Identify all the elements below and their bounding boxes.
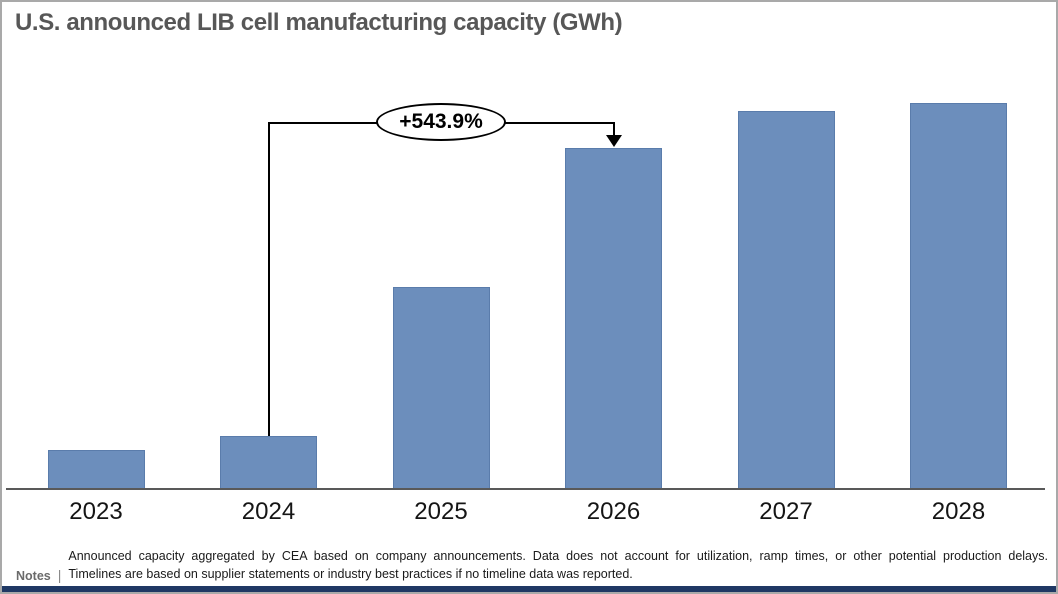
annotation-arrow-shaft: [612, 122, 615, 136]
x-tick-label-2028: 2028: [931, 498, 986, 525]
x-tick-label-2025: 2025: [414, 498, 468, 525]
bar-2028: [910, 103, 1007, 489]
chart-title: U.S. announced LIB cell manufacturing ca…: [15, 9, 623, 36]
notes-label: Notes: [16, 568, 51, 583]
notes-line-1: Announced capacity aggregated by CEA bas…: [68, 549, 1048, 563]
x-tick-label-2023: 2023: [69, 498, 123, 525]
bottom-accent-bar: [2, 586, 1056, 592]
annotation-arrowhead-icon: [605, 135, 622, 147]
annotation-label-ellipse: +543.9%: [376, 103, 506, 141]
bar-2025: [392, 287, 490, 489]
bar-2027: [737, 111, 835, 489]
notes-section: Notes | Announced capacity aggregated by…: [16, 548, 1048, 584]
x-axis-line: [6, 488, 1045, 490]
bar-2026: [565, 148, 662, 489]
bar-2023: [47, 450, 145, 489]
notes-line-2: Timelines are based on supplier statemen…: [68, 566, 633, 581]
x-tick-label-2027: 2027: [759, 498, 813, 525]
x-tick-label-2026: 2026: [586, 498, 641, 525]
annotation-line-left: [267, 122, 270, 436]
annotation-growth-label: +543.9%: [399, 110, 483, 133]
notes-text: Announced capacity aggregated by CEA bas…: [68, 548, 1048, 584]
x-tick-label-2024: 2024: [241, 498, 296, 525]
bar-2024: [220, 436, 317, 489]
notes-separator: |: [57, 566, 62, 583]
